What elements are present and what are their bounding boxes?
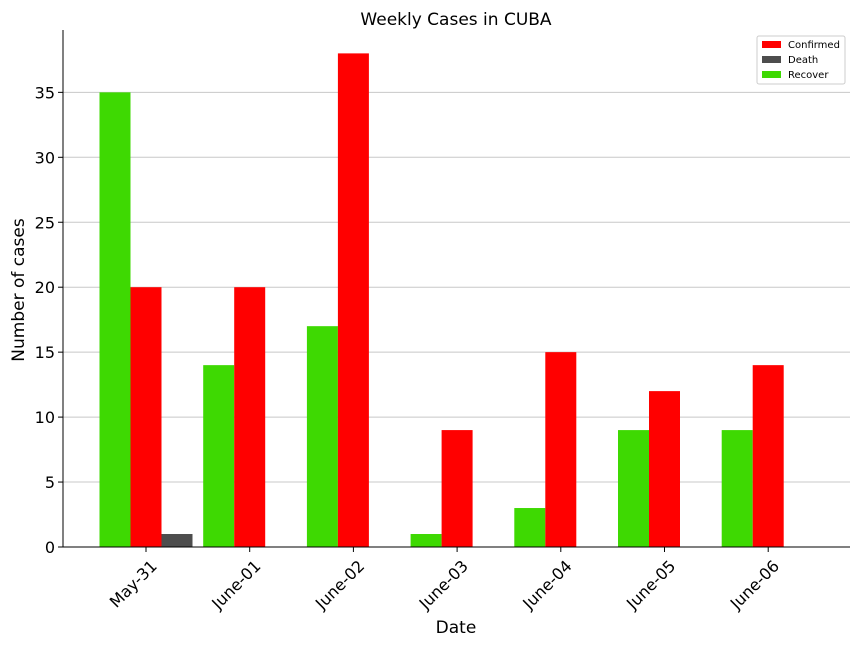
grid-lines (63, 91, 850, 483)
bar-recover (99, 92, 131, 548)
legend-swatch-death (762, 56, 781, 63)
bar-confirmed (441, 430, 473, 547)
x-tick-label: June-03 (415, 556, 472, 613)
bar-recover (618, 430, 649, 547)
bar-recover (514, 508, 546, 547)
bars (99, 53, 784, 548)
x-tick-label: May-31 (106, 556, 161, 611)
legend-label-confirmed: Confirmed (788, 40, 840, 51)
bar-confirmed (545, 352, 577, 547)
bar-confirmed (649, 391, 680, 547)
legend-swatch-recover (762, 71, 781, 78)
y-tick-label: 30 (35, 148, 55, 167)
y-tick-label: 5 (45, 473, 55, 492)
x-tick-label: June-04 (518, 556, 575, 613)
y-tick-label: 15 (35, 343, 55, 362)
legend-swatch-confirmed (762, 41, 781, 48)
x-tick-label: June-01 (207, 556, 264, 613)
y-tick-label: 10 (35, 408, 55, 427)
bar-recover (203, 365, 235, 547)
y-axis-label: Number of cases (9, 218, 29, 362)
bar-recover (721, 430, 753, 547)
x-axis-label: Date (436, 618, 477, 638)
x-tick-label: June-02 (311, 556, 368, 613)
legend-label-death: Death (788, 55, 818, 66)
legend-label-recover: Recover (788, 70, 829, 81)
x-axis-ticks: May-31 June-01 June-02 June-03 June-04 June-0… (106, 547, 783, 614)
bar-confirmed (234, 287, 266, 547)
y-tick-label: 35 (35, 83, 55, 102)
x-tick-label: June-05 (622, 556, 679, 613)
bar-recover (410, 534, 442, 547)
chart-title: Weekly Cases in CUBA (360, 10, 552, 30)
x-tick-label: June-06 (726, 556, 783, 613)
bar-confirmed (130, 287, 162, 547)
bar-death (161, 534, 193, 547)
y-tick-label: 0 (45, 538, 55, 557)
bar-confirmed (752, 365, 784, 547)
y-axis-ticks: 0 5 10 15 20 25 30 35 (35, 83, 63, 557)
legend: Confirmed Death Recover (756, 35, 846, 85)
y-tick-label: 25 (35, 213, 55, 232)
y-tick-label: 20 (35, 278, 55, 297)
bar-confirmed (337, 53, 369, 548)
bar-recover (306, 326, 338, 547)
axes (62, 30, 850, 548)
